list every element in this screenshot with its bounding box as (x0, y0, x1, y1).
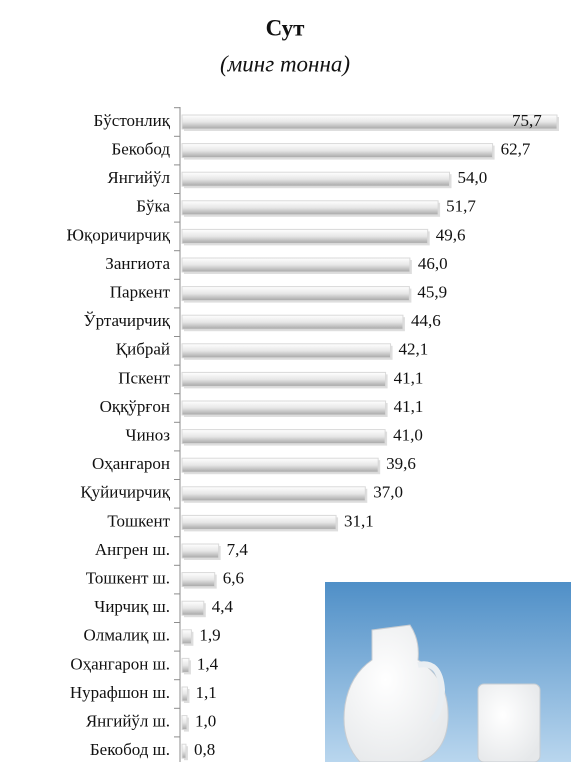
value-label: 49,6 (436, 225, 466, 244)
value-label: 42,1 (399, 340, 429, 359)
bar (182, 115, 557, 129)
category-label: Янгийўл ш. (86, 712, 170, 731)
bar (182, 172, 450, 186)
value-label: 0,8 (194, 740, 215, 759)
value-label: 1,4 (197, 654, 219, 673)
category-label: Қуйичирчиқ (80, 483, 170, 502)
value-label: 46,0 (418, 254, 448, 273)
category-label: Оққўрғон (100, 397, 170, 416)
bar (182, 201, 438, 215)
value-label: 1,0 (195, 712, 216, 731)
category-label: Юқоричирчиқ (67, 225, 171, 244)
category-label: Тошкент ш. (86, 569, 170, 588)
category-label: Ангрен ш. (95, 540, 170, 559)
category-label: Чирчиқ ш. (94, 597, 170, 616)
value-label: 41,1 (394, 397, 424, 416)
value-label: 4,4 (212, 597, 234, 616)
bar (182, 430, 385, 444)
value-label: 41,1 (394, 368, 424, 387)
bar (182, 401, 386, 415)
bar (182, 287, 409, 301)
category-label: Бўка (136, 197, 170, 216)
chart: Сут (минг тонна) Бўстонлиқ 75,7 Бекобод 62,… (0, 0, 571, 762)
category-label: Тошкент (107, 511, 170, 530)
category-label: Паркент (110, 283, 171, 302)
value-label: 62,7 (501, 140, 531, 159)
category-label: Ўртачирчиқ (84, 311, 171, 330)
chart-title: Сут (266, 15, 306, 40)
category-label: Нурафшон ш. (70, 683, 170, 702)
bar (182, 716, 187, 730)
category-label: Бўстонлиқ (94, 111, 171, 130)
bar (182, 315, 403, 329)
bar (182, 687, 187, 701)
value-label: 1,1 (195, 683, 216, 702)
value-label: 45,9 (417, 283, 447, 302)
category-label: Оҳангарон ш. (70, 654, 170, 673)
category-label: Зангиота (105, 254, 170, 273)
value-label: 39,6 (386, 454, 416, 473)
category-label: Олмалиқ ш. (83, 626, 170, 645)
value-label: 44,6 (411, 311, 441, 330)
value-label: 41,0 (393, 426, 423, 445)
bar (182, 544, 219, 558)
bar (182, 573, 215, 587)
bar (182, 144, 493, 158)
value-label: 31,1 (344, 511, 374, 530)
category-label: Чиноз (126, 426, 171, 445)
bar (182, 372, 386, 386)
category-label: Қибрай (116, 340, 170, 359)
category-label: Пскент (118, 368, 170, 387)
category-label: Янгийўл (107, 168, 170, 187)
value-label: 6,6 (223, 569, 244, 588)
value-label: 75,7 (512, 111, 542, 130)
bar (182, 344, 391, 358)
bar (182, 487, 365, 501)
bar (182, 258, 410, 272)
bar (182, 658, 189, 672)
category-label: Бекобод (111, 140, 170, 159)
value-label: 1,9 (199, 626, 220, 645)
category-label: Бекобод ш. (90, 740, 170, 759)
bar (182, 601, 204, 615)
value-label: 54,0 (458, 168, 488, 187)
category-label: Оҳангарон (92, 454, 170, 473)
bar (182, 515, 336, 529)
bar (182, 458, 378, 472)
bar (182, 229, 428, 243)
photo (325, 582, 571, 762)
chart-subtitle: (минг тонна) (220, 51, 350, 76)
value-label: 51,7 (446, 197, 476, 216)
value-label: 37,0 (373, 483, 403, 502)
bar (182, 630, 191, 644)
value-label: 7,4 (227, 540, 249, 559)
bar (182, 744, 186, 758)
